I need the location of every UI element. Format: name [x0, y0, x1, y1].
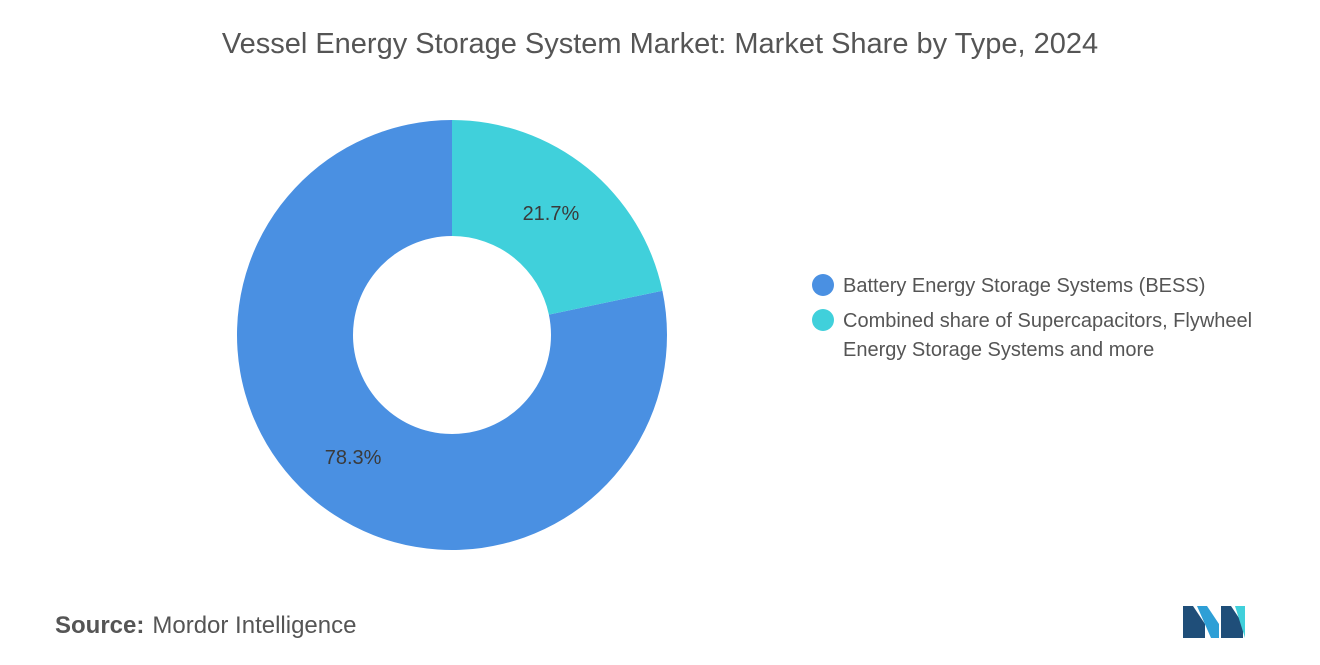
source-value: Mordor Intelligence — [152, 612, 357, 639]
legend-swatch-bess — [812, 274, 834, 296]
donut-slice-bess — [237, 120, 667, 550]
legend-item-bess: Battery Energy Storage Systems (BESS) — [812, 272, 1312, 301]
legend-label-combined: Combined share of Supercapacitors, Flywh… — [843, 310, 1253, 361]
source-note: Source: Mordor Intelligence — [55, 612, 356, 640]
source-label: Source: — [55, 612, 145, 639]
chart-title: Vessel Energy Storage System Market: Mar… — [221, 28, 1099, 60]
donut-chart: 78.3% 21.7% — [237, 120, 667, 550]
legend-item-combined: Combined share of Supercapacitors, Flywh… — [812, 307, 1312, 365]
chart-legend: Battery Energy Storage Systems (BESS) Co… — [812, 272, 1312, 371]
legend-label-bess: Battery Energy Storage Systems (BESS) — [843, 275, 1206, 297]
donut-slice-combined — [452, 120, 663, 315]
data-label-combined: 21.7% — [523, 203, 580, 225]
data-label-bess: 78.3% — [325, 447, 382, 469]
mordor-intelligence-logo — [1183, 606, 1245, 638]
legend-swatch-combined — [812, 309, 834, 331]
